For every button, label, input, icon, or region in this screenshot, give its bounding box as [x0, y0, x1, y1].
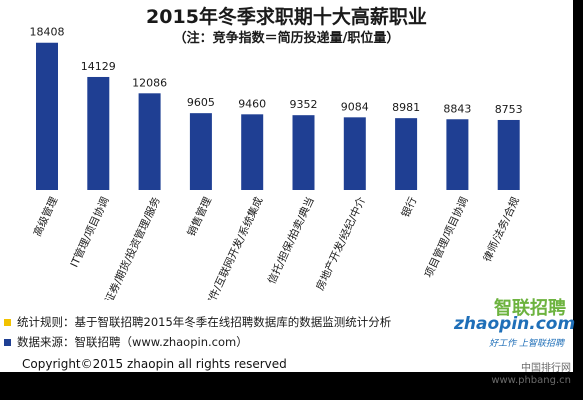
- bar-2: [138, 93, 161, 190]
- watermark-line1: 中国排行网: [521, 363, 571, 374]
- note-row-source: 数据来源：智联招聘（www.zhaopin.com）: [4, 334, 248, 350]
- category-label-4: 软件/互联网开发/系统集成: [202, 194, 266, 300]
- copyright-footer: Copyright©2015 zhaopin all rights reserv…: [22, 357, 287, 371]
- bar-7: [395, 118, 418, 190]
- category-label-5: 信托/担保/拍卖/典当: [265, 195, 317, 286]
- bar-4: [241, 114, 264, 190]
- zhaopin-logo: 智联招聘 zhaopin.com 好工作 上智联招聘: [452, 294, 575, 354]
- note-source-marker: [4, 338, 11, 346]
- bar-1: [87, 76, 110, 190]
- chart-subtitle: （注：竞争指数＝简历投递量/职位量）: [173, 31, 400, 46]
- data-label-2: 12086: [132, 76, 167, 89]
- category-label-2: 证券/期货/投资管理/服务: [102, 194, 163, 300]
- site-watermark: 中国排行网 www.phbang.cn: [491, 363, 571, 387]
- note-row-rule: 统计规则：基于智联招聘2015年冬季在线招聘数据库的数据监测统计分析: [4, 314, 391, 330]
- category-label-0: 高级管理: [31, 194, 61, 238]
- data-label-0: 18408: [30, 26, 65, 39]
- category-label-7: 银行: [399, 194, 420, 219]
- data-label-8: 8843: [443, 102, 471, 115]
- bar-9: [497, 119, 520, 190]
- category-label-9: 律师/法务/合规: [481, 194, 523, 263]
- bar-5: [292, 115, 315, 190]
- category-label-1: IT管理/项目协调: [68, 195, 112, 269]
- data-label-7: 8981: [392, 101, 420, 114]
- chart-title: 2015年冬季求职期十大高薪职业: [146, 6, 427, 28]
- logo-en-text: zhaopin.com: [454, 314, 576, 334]
- bar-3: [189, 113, 212, 190]
- data-label-5: 9352: [290, 98, 318, 111]
- logo-cn-text: 智联招聘: [494, 298, 566, 319]
- logo-slogan: 好工作 上智联招聘: [489, 339, 564, 349]
- category-label-3: 销售管理: [185, 194, 215, 238]
- note-rule-marker: [4, 318, 11, 326]
- bar-6: [343, 117, 366, 190]
- data-label-3: 9605: [187, 96, 215, 109]
- data-label-4: 9460: [238, 97, 266, 110]
- note-source-text: 数据来源：智联招聘（www.zhaopin.com）: [17, 335, 248, 349]
- bar-0: [36, 42, 58, 191]
- data-label-6: 9084: [341, 100, 369, 113]
- data-label-9: 8753: [495, 103, 523, 116]
- category-label-6: 房地产开发/经纪/中介: [313, 194, 368, 292]
- data-label-1: 14129: [81, 60, 116, 73]
- category-label-8: 项目管理/项目协调: [422, 195, 471, 280]
- watermark-line2: www.phbang.cn: [491, 375, 571, 386]
- bar-8: [446, 119, 469, 190]
- bar-chart: 18408 高级管理 14129 IT管理/项目协调 12086 证券/期货/投资管理/服…: [30, 26, 523, 300]
- note-rule-text: 统计规则：基于智联招聘2015年冬季在线招聘数据库的数据监测统计分析: [17, 315, 392, 329]
